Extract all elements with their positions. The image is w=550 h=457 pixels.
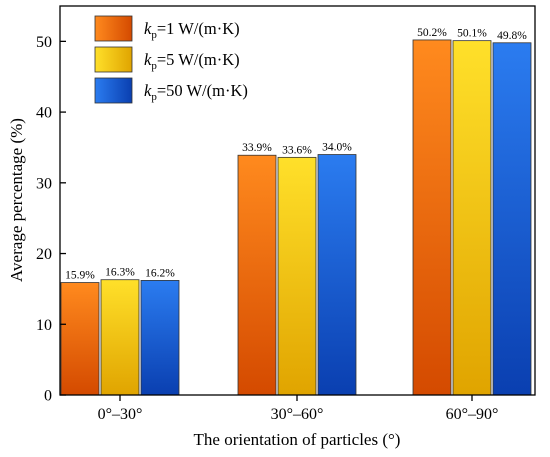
data-labels-group: 15.9% 16.3% 16.2% 33.9% 33.6% 34.0% 50.2% 50.1%…	[65, 27, 527, 282]
bars-group	[60, 39, 532, 396]
legend-subscript: p	[151, 91, 157, 103]
legend-label-1: kp=1 W/(m·K)	[144, 19, 240, 41]
bar-3-3	[492, 42, 532, 396]
bar-1-1	[60, 282, 100, 396]
y-ticks-group: 0 10 20 30 40 50	[36, 34, 66, 405]
x-ticks-group: 0°–30° 30°–60° 60°–90°	[98, 395, 499, 423]
data-label-1-1: 15.9%	[65, 270, 95, 282]
legend-label-3: kp=50 W/(m·K)	[144, 81, 248, 103]
legend-subscript: p	[151, 29, 157, 41]
y-tick-label: 0	[44, 388, 52, 405]
data-label-1-3: 50.2%	[417, 27, 447, 39]
x-tick-label: 30°–60°	[271, 406, 324, 423]
y-tick-label: 20	[36, 246, 52, 263]
y-tick-label: 50	[36, 34, 52, 51]
data-label-2-1: 16.3%	[105, 267, 135, 279]
data-label-3-2: 34.0%	[322, 142, 352, 154]
legend-symbol: k	[144, 81, 152, 100]
bar-3-1	[140, 280, 180, 396]
legend-swatch-1	[94, 15, 133, 42]
x-tick-label: 60°–90°	[446, 406, 499, 423]
legend-rest: =50 W/(m·K)	[157, 81, 248, 100]
bar-1-3	[412, 39, 452, 396]
data-label-3-3: 49.8%	[497, 30, 527, 42]
data-label-1-2: 33.9%	[242, 142, 272, 154]
bar-2-1	[100, 279, 140, 396]
x-axis-title: The orientation of particles (°)	[194, 430, 401, 449]
y-tick-label: 10	[36, 317, 52, 334]
bar-3-2	[317, 154, 357, 396]
data-label-3-1: 16.2%	[145, 267, 175, 279]
bar-1-2	[237, 154, 277, 396]
legend-symbol: k	[144, 19, 152, 38]
bar-2-2	[277, 156, 317, 396]
legend-subscript: p	[151, 60, 157, 72]
x-tick-label: 0°–30°	[98, 406, 143, 423]
legend: kp=1 W/(m·K)kp=5 W/(m·K)kp=50 W/(m·K)	[94, 15, 248, 104]
y-tick-label: 30	[36, 175, 52, 192]
legend-swatch-3	[94, 77, 133, 104]
legend-rest: =1 W/(m·K)	[157, 19, 240, 38]
bar-2-3	[452, 40, 492, 396]
y-tick-label: 40	[36, 105, 52, 122]
data-label-2-2: 33.6%	[282, 144, 312, 156]
legend-rest: =5 W/(m·K)	[157, 50, 240, 69]
legend-swatch-2	[94, 46, 133, 73]
data-label-2-3: 50.1%	[457, 28, 487, 40]
y-axis-title: Average percentage (%)	[7, 118, 26, 282]
legend-symbol: k	[144, 50, 152, 69]
legend-label-2: kp=5 W/(m·K)	[144, 50, 240, 72]
